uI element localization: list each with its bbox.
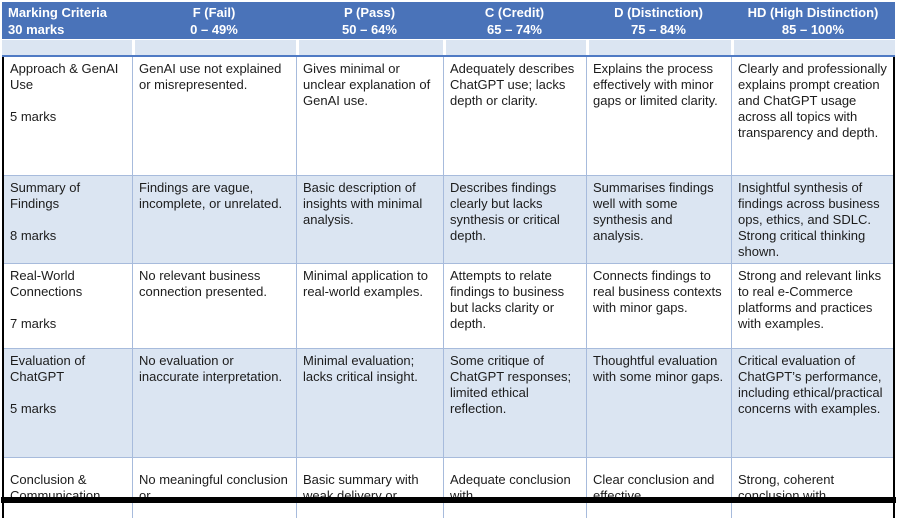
- grade-range: 50 – 64%: [342, 22, 397, 37]
- cell-pass: Minimal application to real-world exampl…: [297, 264, 444, 349]
- cell-high-distinction: Critical evaluation of ChatGPT’s perform…: [732, 349, 893, 458]
- cell-credit: Adequate conclusion with: [444, 458, 587, 518]
- cell-credit: Adequately describes ChatGPT use; lacks …: [444, 57, 587, 176]
- grade-range: 85 – 100%: [781, 22, 845, 37]
- cell-fail: No meaningful conclusion or: [133, 458, 297, 518]
- header-grade-pass: P (Pass) 50 – 64%: [296, 2, 443, 40]
- cell-distinction: Connects findings to real business conte…: [587, 264, 732, 349]
- spacer-cell: [296, 40, 443, 55]
- grade-range: 0 – 49%: [190, 22, 238, 37]
- grade-label: HD (High Distinction): [747, 5, 879, 20]
- cell-credit: Some critique of ChatGPT responses; limi…: [444, 349, 587, 458]
- grade-label: P (Pass): [343, 5, 396, 20]
- spacer-cell: [731, 40, 895, 55]
- cell-credit: Describes findings clearly but lacks syn…: [444, 176, 587, 264]
- rubric-body: Approach & GenAI Use 5 marks GenAI use n…: [2, 57, 895, 518]
- spacer-cell: [2, 40, 132, 55]
- criterion-name: Evaluation of ChatGPT: [10, 353, 86, 384]
- criterion-cell: Evaluation of ChatGPT 5 marks: [4, 349, 133, 458]
- table-row-real-world-connections: Real-World Connections 7 marks No releva…: [4, 264, 893, 349]
- cell-high-distinction: Clearly and professionally explains prom…: [732, 57, 893, 176]
- rubric-header-row: Marking Criteria 30 marks F (Fail) 0 – 4…: [2, 2, 895, 39]
- cell-fail: GenAI use not explained or misrepresente…: [133, 57, 297, 176]
- cell-distinction: Summarises findings well with some synth…: [587, 176, 732, 264]
- cell-pass: Minimal evaluation; lacks critical insig…: [297, 349, 444, 458]
- header-criteria: Marking Criteria 30 marks: [2, 2, 132, 40]
- table-row-evaluation-of-chatgpt: Evaluation of ChatGPT 5 marks No evaluat…: [4, 349, 893, 458]
- table-bottom-border: [1, 497, 896, 503]
- cell-fail: No relevant business connection presente…: [133, 264, 297, 349]
- cell-distinction: Thoughtful evaluation with some minor ga…: [587, 349, 732, 458]
- cell-high-distinction: Insightful synthesis of findings across …: [732, 176, 893, 264]
- criterion-cell: Conclusion & Communication: [4, 458, 133, 518]
- criterion-cell: Real-World Connections 7 marks: [4, 264, 133, 349]
- criterion-marks: 5 marks: [10, 109, 57, 124]
- cell-credit: Attempts to relate findings to business …: [444, 264, 587, 349]
- header-grade-credit: C (Credit) 65 – 74%: [443, 2, 586, 40]
- cell-distinction: Clear conclusion and effective: [587, 458, 732, 518]
- header-grade-high-distinction: HD (High Distinction) 85 – 100%: [731, 2, 895, 40]
- cell-pass: Gives minimal or unclear explanation of …: [297, 57, 444, 176]
- rubric-spacer-row: [2, 40, 895, 57]
- cell-pass: Basic description of insights with minim…: [297, 176, 444, 264]
- table-row-summary-of-findings: Summary of Findings 8 marks Findings are…: [4, 176, 893, 264]
- header-grade-fail: F (Fail) 0 – 49%: [132, 2, 296, 40]
- grade-range: 65 – 74%: [487, 22, 542, 37]
- grade-label: D (Distinction): [614, 5, 703, 20]
- grade-label: F (Fail): [192, 5, 236, 20]
- header-criteria-title: Marking Criteria: [8, 5, 107, 20]
- grade-label: C (Credit): [484, 5, 545, 20]
- criterion-name: Summary of Findings: [10, 180, 81, 211]
- table-row-conclusion-communication: Conclusion & Communication No meaningful…: [4, 458, 893, 518]
- criterion-marks: 7 marks: [10, 316, 57, 331]
- spacer-cell: [132, 40, 296, 55]
- spacer-cell: [586, 40, 731, 55]
- criterion-marks: 8 marks: [10, 228, 57, 243]
- criterion-marks: 5 marks: [10, 401, 57, 416]
- header-criteria-marks: 30 marks: [8, 22, 65, 37]
- cell-fail: Findings are vague, incomplete, or unrel…: [133, 176, 297, 264]
- criterion-name: Real-World Connections: [10, 268, 83, 299]
- cell-high-distinction: Strong and relevant links to real e-Comm…: [732, 264, 893, 349]
- cell-fail: No evaluation or inaccurate interpretati…: [133, 349, 297, 458]
- grade-range: 75 – 84%: [631, 22, 686, 37]
- cell-high-distinction: Strong, coherent conclusion with: [738, 472, 835, 503]
- criterion-cell: Approach & GenAI Use 5 marks: [4, 57, 133, 176]
- spacer-cell: [443, 40, 586, 55]
- header-grade-distinction: D (Distinction) 75 – 84%: [586, 2, 731, 40]
- table-row-approach-genai-use: Approach & GenAI Use 5 marks GenAI use n…: [4, 57, 893, 176]
- cell-distinction: Explains the process effectively with mi…: [587, 57, 732, 176]
- cell-pass: Basic summary with weak delivery or: [297, 458, 444, 518]
- criterion-name: Approach & GenAI Use: [10, 61, 119, 92]
- criterion-cell: Summary of Findings 8 marks: [4, 176, 133, 264]
